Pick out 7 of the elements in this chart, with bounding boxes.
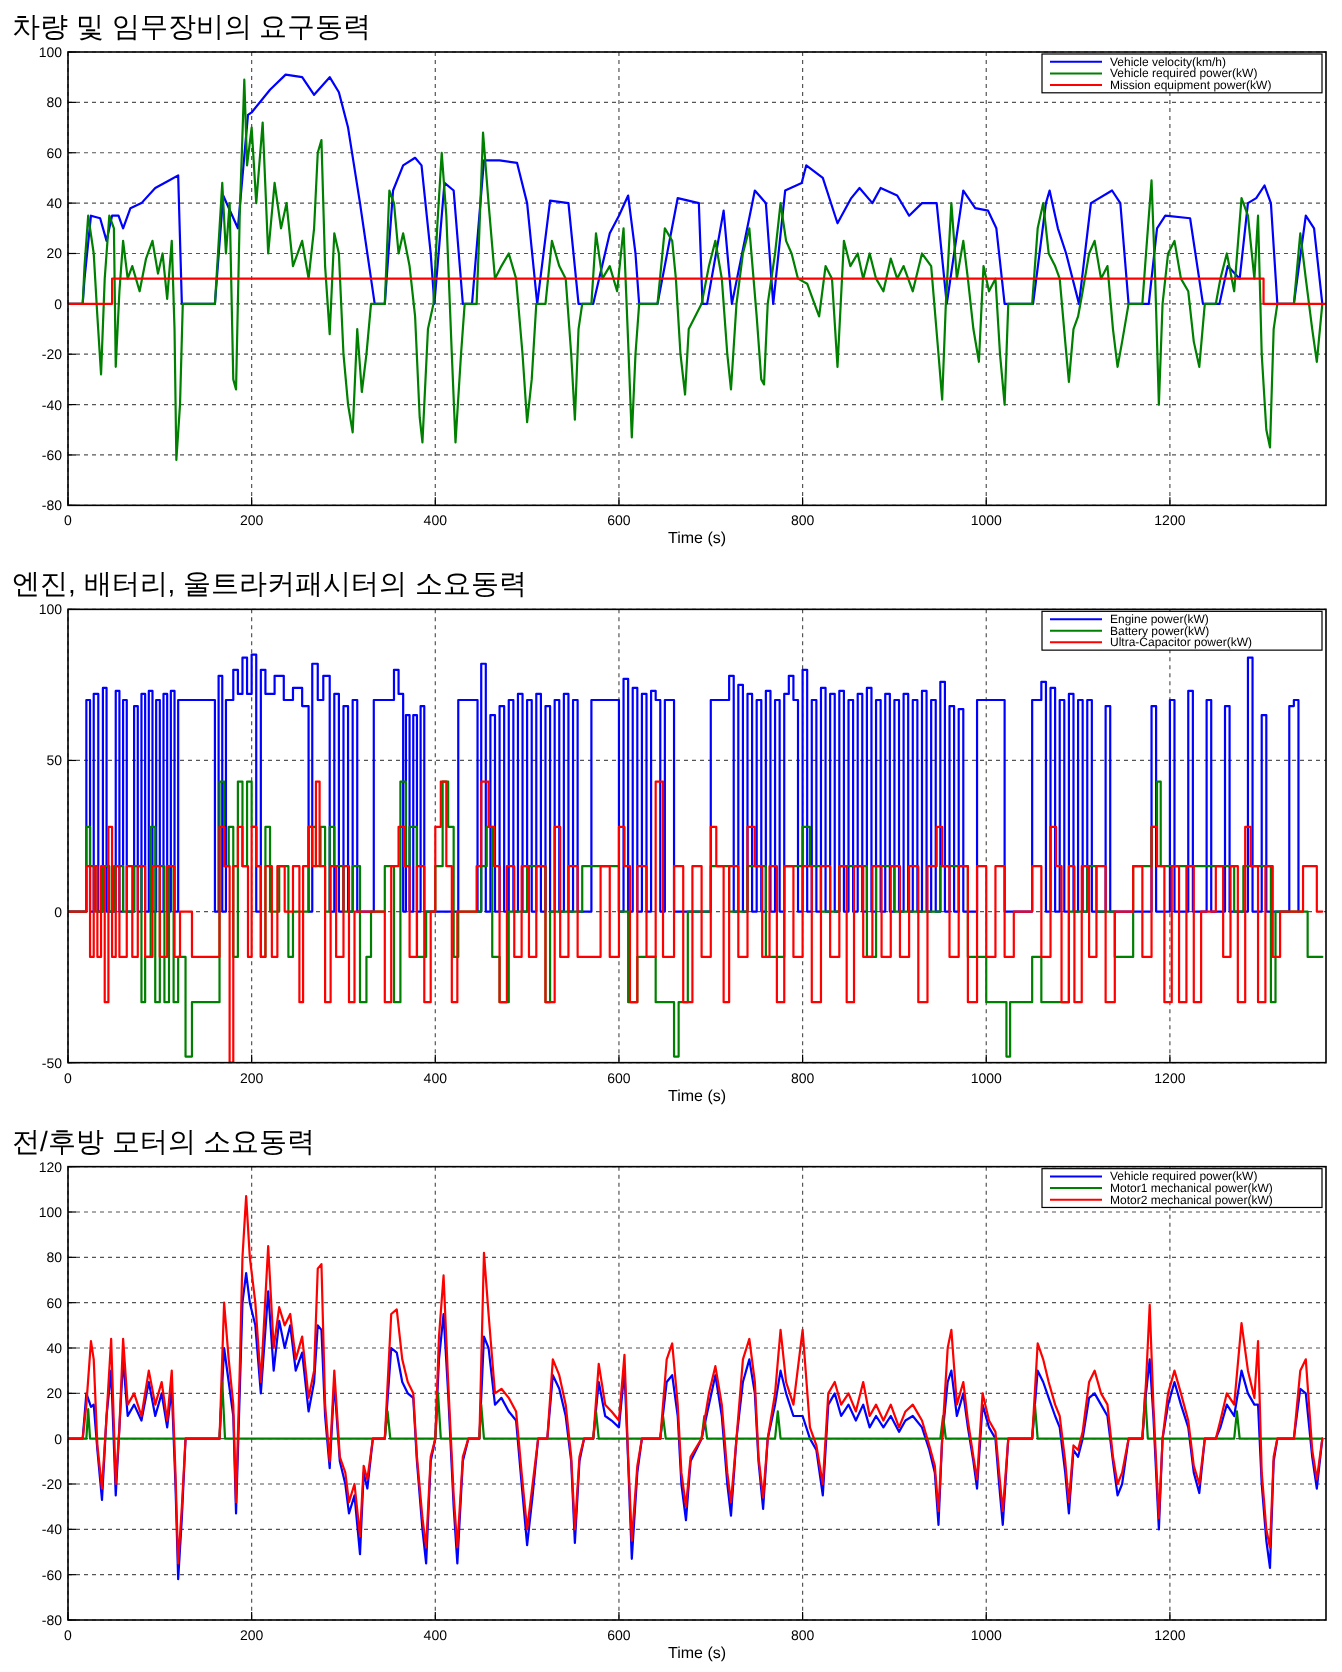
x-axis-title: Time (s) [667, 1086, 727, 1105]
chart-title: 엔진, 배터리, 울트라커패시터의 소요동력 [12, 567, 527, 600]
chart-title: 전/후방 모터의 소요동력 [12, 1124, 316, 1157]
x-axis-title: Time (s) [667, 529, 727, 548]
line-series [68, 1195, 1324, 1565]
chart-title: 차량 및 임무장비의 요구동력 [12, 10, 372, 42]
x-axis-title: Time (s) [667, 1644, 727, 1662]
